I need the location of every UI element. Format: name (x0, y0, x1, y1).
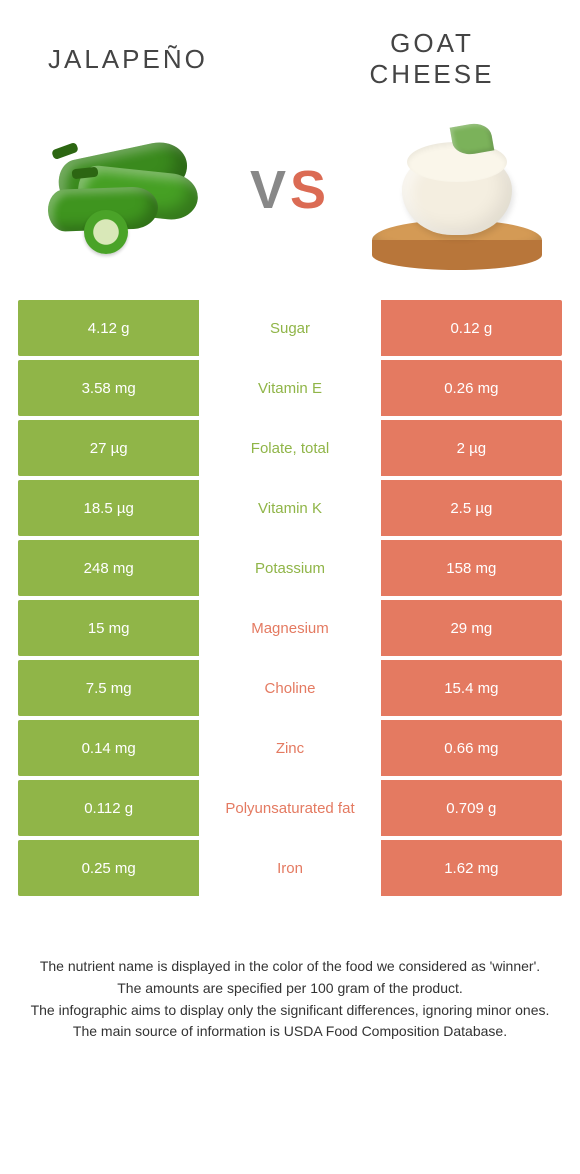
cell-nutrient-name: Choline (199, 660, 380, 716)
table-row: 0.14 mgZinc0.66 mg (18, 720, 562, 776)
title-right: GOAT CHEESE (332, 28, 532, 90)
table-row: 7.5 mgCholine15.4 mg (18, 660, 562, 716)
cell-nutrient-name: Magnesium (199, 600, 380, 656)
table-row: 3.58 mgVitamin E0.26 mg (18, 360, 562, 416)
cell-left-value: 7.5 mg (18, 660, 199, 716)
cell-nutrient-name: Potassium (199, 540, 380, 596)
cell-nutrient-name: Polyunsaturated fat (199, 780, 380, 836)
footer-line: The amounts are specified per 100 gram o… (28, 978, 552, 1000)
vs-v: V (250, 160, 290, 220)
cell-right-value: 0.12 g (381, 300, 562, 356)
cell-right-value: 0.709 g (381, 780, 562, 836)
cell-nutrient-name: Vitamin E (199, 360, 380, 416)
cell-left-value: 4.12 g (18, 300, 199, 356)
cell-right-value: 158 mg (381, 540, 562, 596)
cell-right-value: 2 µg (381, 420, 562, 476)
title-row: JALAPEÑO GOAT CHEESE (18, 28, 562, 90)
cell-right-value: 0.26 mg (381, 360, 562, 416)
footer-line: The infographic aims to display only the… (28, 1000, 552, 1022)
vs-s: S (290, 160, 330, 220)
hero-row: VS (18, 110, 562, 270)
table-row: 4.12 gSugar0.12 g (18, 300, 562, 356)
cell-left-value: 18.5 µg (18, 480, 199, 536)
title-left: JALAPEÑO (48, 44, 208, 75)
cell-left-value: 0.112 g (18, 780, 199, 836)
cell-left-value: 0.14 mg (18, 720, 199, 776)
cell-left-value: 248 mg (18, 540, 199, 596)
table-row: 15 mgMagnesium29 mg (18, 600, 562, 656)
table-row: 27 µgFolate, total2 µg (18, 420, 562, 476)
vs-label: VS (250, 159, 330, 221)
cell-left-value: 27 µg (18, 420, 199, 476)
cell-right-value: 2.5 µg (381, 480, 562, 536)
cell-nutrient-name: Folate, total (199, 420, 380, 476)
table-row: 0.112 gPolyunsaturated fat0.709 g (18, 780, 562, 836)
cell-left-value: 0.25 mg (18, 840, 199, 896)
goat-cheese-image (362, 110, 552, 270)
cell-nutrient-name: Vitamin K (199, 480, 380, 536)
footer-line: The main source of information is USDA F… (28, 1021, 552, 1043)
cell-nutrient-name: Iron (199, 840, 380, 896)
footer-line: The nutrient name is displayed in the co… (28, 956, 552, 978)
cell-left-value: 3.58 mg (18, 360, 199, 416)
footer-notes: The nutrient name is displayed in the co… (18, 956, 562, 1043)
comparison-table: 4.12 gSugar0.12 g3.58 mgVitamin E0.26 mg… (18, 300, 562, 896)
jalapeno-image (28, 110, 218, 270)
table-row: 0.25 mgIron1.62 mg (18, 840, 562, 896)
table-row: 248 mgPotassium158 mg (18, 540, 562, 596)
cell-left-value: 15 mg (18, 600, 199, 656)
cell-right-value: 1.62 mg (381, 840, 562, 896)
cell-right-value: 15.4 mg (381, 660, 562, 716)
cell-right-value: 0.66 mg (381, 720, 562, 776)
cell-nutrient-name: Zinc (199, 720, 380, 776)
table-row: 18.5 µgVitamin K2.5 µg (18, 480, 562, 536)
cell-nutrient-name: Sugar (199, 300, 380, 356)
cell-right-value: 29 mg (381, 600, 562, 656)
